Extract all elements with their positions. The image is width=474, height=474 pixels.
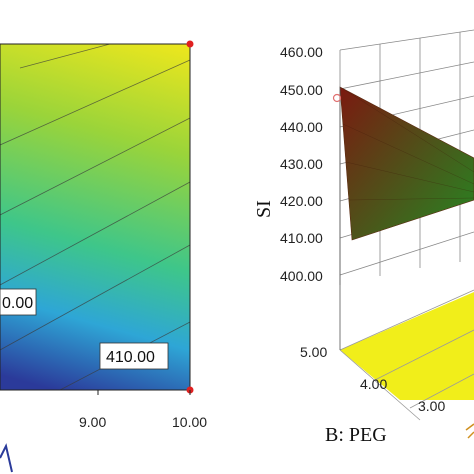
design-point [332,93,342,103]
contour-fill [0,44,190,390]
x-tick-label: 10.00 [172,414,207,430]
contour-line [0,244,191,351]
contour-plot: 0.00 410.00 9.00 10.00 [0,40,207,473]
z-tick-label: 410.00 [280,230,323,246]
z-tick-label: 400.00 [280,268,323,284]
floor-projection [340,292,474,400]
contour-line [0,117,191,216]
x-tick-label: 9.00 [79,414,106,430]
surface-plot: 460.00 450.00 440.00 430.00 420.00 410.0… [253,29,474,446]
design-point [186,40,194,48]
z-tick-label: 450.00 [280,82,323,98]
contour-label-text: 410.00 [106,349,155,366]
y-tick-label: 3.00 [418,398,445,414]
contour-line [19,43,111,69]
axis-letter-fragment [0,443,13,473]
axis-letter-fragment [465,423,474,439]
z-tick-label: 460.00 [280,44,323,60]
y-tick-label: 4.00 [360,376,387,392]
surface-mesh [339,86,474,201]
contour-line [0,181,191,286]
contour-label-1: 0.00 [0,288,37,316]
z-axis-title: SI [253,200,275,218]
z-tick-label: 440.00 [280,119,323,135]
response-surface [339,86,474,241]
contour-line [0,59,191,146]
y-axis-title: B: PEG [325,424,387,446]
z-tick-labels: 460.00 450.00 440.00 430.00 420.00 410.0… [280,44,323,284]
contour-frame [0,43,191,391]
z-tick-label: 430.00 [280,156,323,172]
contour-label-text: 0.00 [2,295,33,312]
floor-grid [339,289,474,421]
contour-label-2: 410.00 [99,342,169,370]
z-tick-label: 420.00 [280,193,323,209]
y-tick-label: 5.00 [300,344,327,360]
